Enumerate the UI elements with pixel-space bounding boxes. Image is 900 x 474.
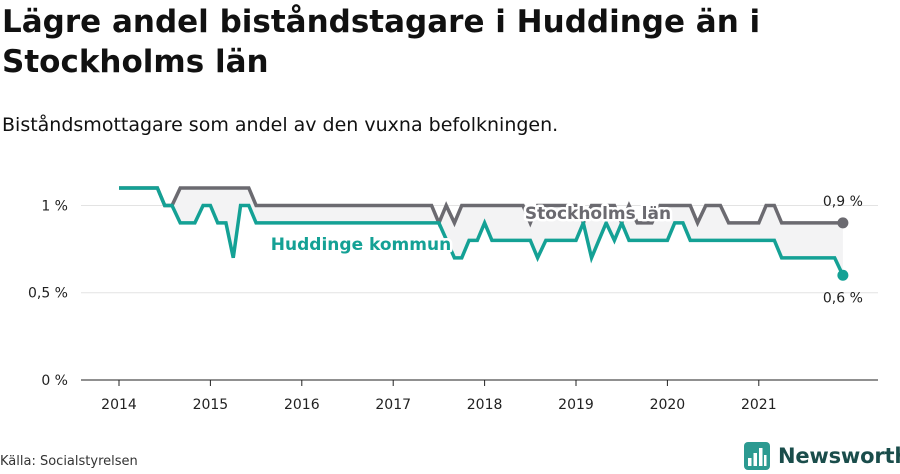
x-tick-label: 2016 xyxy=(284,397,320,413)
chart-subtitle: Biståndsmottagare som andel av den vuxna… xyxy=(2,114,559,136)
brand-logo[interactable]: Newsworthy xyxy=(744,441,900,471)
x-tick-label: 2014 xyxy=(101,397,137,413)
stockholms-lan-line xyxy=(119,186,843,228)
y-tick-label: 1 % xyxy=(41,198,68,214)
stockholms-lan-end-point xyxy=(837,217,849,229)
brand-name: Newsworthy xyxy=(778,444,900,468)
x-tick-label: 2019 xyxy=(558,397,594,413)
x-tick-label: 2017 xyxy=(375,397,411,413)
huddinge-kommun-label: Huddinge kommun xyxy=(271,235,451,255)
huddinge-kommun-line xyxy=(119,186,845,277)
x-tick-label: 2020 xyxy=(650,397,686,413)
chart-title: Lägre andel biståndstagare i Huddinge än… xyxy=(2,4,761,80)
source-label: Källa: Socialstyrelsen xyxy=(0,454,138,469)
huddinge-kommun-end-label: 0,6 % xyxy=(823,290,863,306)
x-tick-label: 2021 xyxy=(741,397,777,413)
line-chart: 0 % 0,5 % 1 % 2014 2015 2016 2017 2018 2019 2020 2… xyxy=(28,186,878,413)
x-tick-label: 2015 xyxy=(193,397,229,413)
stockholms-lan-end-label: 0,9 % xyxy=(823,194,863,210)
difference-band xyxy=(119,188,843,276)
y-tick-label: 0,5 % xyxy=(28,286,68,302)
x-tick-label: 2018 xyxy=(467,397,503,413)
newsworthy-bar-chart-icon xyxy=(744,442,770,470)
huddinge-kommun-end-point xyxy=(837,269,849,281)
y-tick-label: 0 % xyxy=(41,373,68,389)
stockholms-lan-label: Stockholms län xyxy=(525,204,671,224)
